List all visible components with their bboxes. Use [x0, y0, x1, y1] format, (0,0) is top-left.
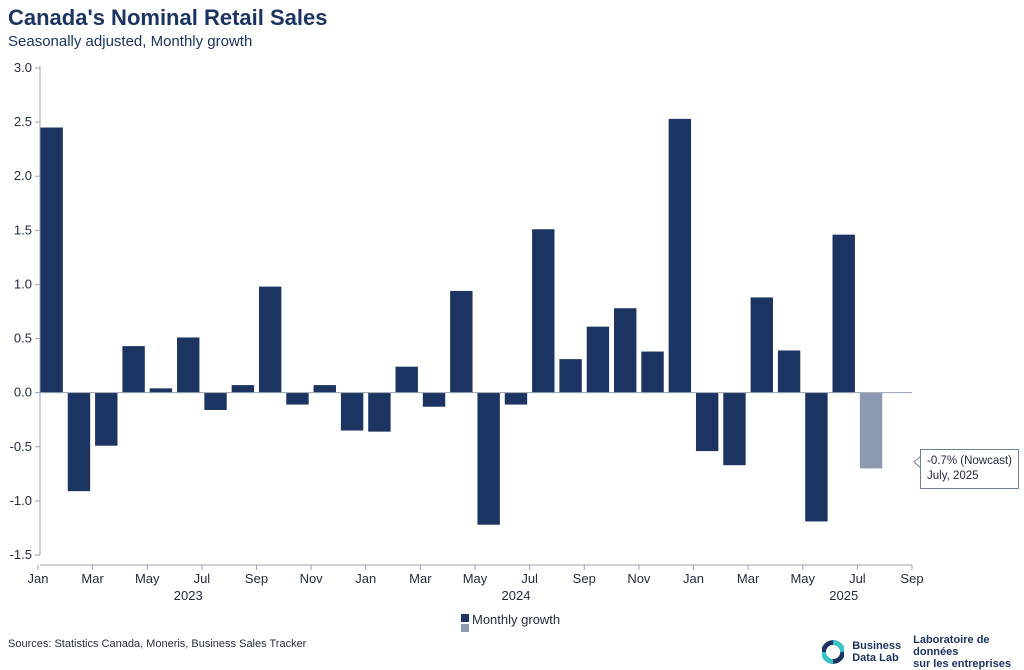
bar	[777, 350, 801, 393]
callout-anchor	[882, 462, 919, 468]
logo-en-line2: Data Lab	[852, 652, 899, 664]
x-tick-label: May	[135, 571, 160, 586]
y-tick-label: 0.5	[14, 331, 32, 346]
x-tick-label: Sep	[900, 571, 923, 586]
bar	[368, 392, 391, 432]
bar	[422, 392, 446, 407]
x-tick-label: Mar	[81, 571, 104, 586]
legend-swatch-actual	[461, 614, 469, 622]
y-tick-label: -0.5	[10, 439, 32, 454]
nowcast-callout-box: -0.7% (Nowcast) July, 2025	[920, 449, 1019, 489]
bar	[695, 392, 719, 452]
bar	[504, 392, 528, 405]
bar	[477, 392, 500, 525]
bar	[395, 366, 418, 393]
logo-en-line1: Business	[852, 640, 902, 652]
logo-text-fr: Laboratoire de données sur les entrepris…	[913, 634, 1012, 670]
x-year-label: 2024	[502, 588, 531, 603]
y-tick-label: 1.5	[14, 222, 32, 237]
bar	[286, 392, 309, 405]
source-note: Sources: Statistics Canada, Moneris, Bus…	[8, 638, 307, 650]
bar	[750, 297, 773, 393]
bar	[95, 392, 118, 446]
bar	[532, 229, 555, 393]
bar	[641, 351, 664, 393]
x-year-label: 2025	[829, 588, 858, 603]
y-tick-label: 0.0	[14, 385, 32, 400]
y-tick-label: -1.0	[10, 493, 32, 508]
x-tick-label: Mar	[737, 571, 760, 586]
bar	[450, 290, 473, 393]
bar	[67, 392, 91, 492]
x-tick-label: May	[463, 571, 488, 586]
bar	[313, 385, 336, 393]
x-tick-label: Nov	[627, 571, 651, 586]
y-tick-label: 2.0	[14, 168, 32, 183]
nowcast-callout-date: July, 2025	[927, 470, 979, 482]
bar	[586, 326, 610, 393]
y-tick-label: 3.0	[14, 60, 32, 75]
bar	[258, 286, 282, 393]
nowcast-callout-value: -0.7% (Nowcast)	[927, 455, 1012, 467]
y-tick-label: 2.5	[14, 114, 32, 129]
logo-mark-icon	[822, 640, 845, 664]
bar	[614, 308, 637, 393]
x-axis: Jan Mar May Jul Sep Nov Jan Mar May Jul Sep Nov Jan M…	[28, 564, 924, 603]
chart-title: Canada's Nominal Retail Sales	[8, 5, 328, 30]
bar	[122, 346, 145, 393]
bar	[204, 392, 227, 410]
bar	[832, 234, 855, 393]
chart-subtitle: Seasonally adjusted, Monthly growth	[8, 33, 253, 50]
logo-text-en: Business Data Lab	[852, 640, 901, 664]
y-tick-label: 1.0	[14, 276, 32, 291]
x-tick-label: Jul	[521, 571, 538, 586]
x-year-label: 2023	[174, 588, 203, 603]
legend-swatches	[461, 614, 469, 632]
x-tick-label: Jan	[683, 571, 704, 586]
x-tick-label: Nov	[300, 571, 324, 586]
bar	[231, 385, 255, 393]
bar	[668, 118, 692, 393]
x-tick-label: Jul	[194, 571, 211, 586]
bar-nowcast	[859, 392, 883, 469]
y-axis: -1.5 -1.0 -0.5 0.0 0.5 1.0 1.5 2.0 2.5 3.0	[10, 60, 41, 562]
bar	[149, 388, 173, 393]
business-data-lab-logo: Business Data Lab Laboratoire de données…	[822, 634, 1024, 670]
logo-fr-line2: sur les entreprises	[913, 658, 1011, 670]
bar	[340, 392, 364, 431]
bar	[559, 359, 582, 393]
logo-fr-line1: Laboratoire de données	[913, 634, 990, 658]
x-tick-label: Sep	[573, 571, 596, 586]
y-tick-label: -1.5	[10, 547, 32, 562]
bar	[805, 392, 828, 522]
x-tick-label: Jan	[28, 571, 49, 586]
legend-label: Monthly growth	[472, 612, 561, 627]
bars	[40, 118, 922, 525]
legend: Monthly growth	[461, 612, 560, 632]
x-tick-label: Sep	[245, 571, 268, 586]
bar	[177, 337, 200, 393]
x-tick-label: May	[790, 571, 815, 586]
x-tick-label: Jul	[849, 571, 866, 586]
bar	[723, 392, 746, 466]
legend-swatch-nowcast	[461, 624, 469, 632]
bar	[40, 127, 63, 393]
x-tick-label: Mar	[409, 571, 432, 586]
x-tick-label: Jan	[355, 571, 376, 586]
